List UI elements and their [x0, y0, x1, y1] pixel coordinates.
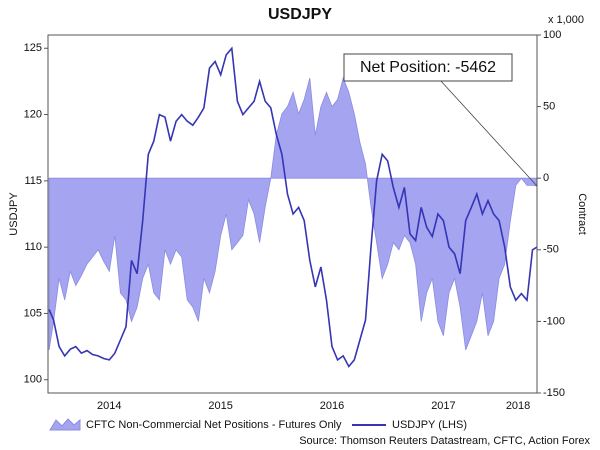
legend-swatch-area	[49, 418, 81, 431]
chart-title: USDJPY	[268, 6, 332, 23]
y2-tick-label: 50	[543, 101, 555, 113]
area	[48, 76, 538, 351]
y-tick-label: 115	[24, 175, 42, 187]
y2-tick-label: -50	[543, 244, 559, 256]
plot-frame	[47, 34, 538, 394]
y2-tick-label: -100	[543, 315, 565, 327]
legend-label: USDJPY (LHS)	[392, 419, 467, 431]
source: Source: Thomson Reuters Datastream, CFTC…	[299, 435, 590, 447]
y2-tick-label: 0	[543, 172, 549, 184]
legend-label: CFTC Non-Commercial Net Positions - Futu…	[86, 419, 342, 431]
y2-unit: x 1,000	[548, 14, 584, 26]
y2-tick-label: -150	[543, 387, 565, 399]
line	[48, 46, 538, 368]
y-tick-label: 105	[24, 307, 42, 319]
x-tick-label: 2015	[208, 400, 232, 412]
y-tick-label: 125	[24, 42, 42, 54]
x-tick-label: 2016	[320, 400, 344, 412]
x-tick-label: 2014	[97, 400, 121, 412]
y2-axis-label: Contract	[576, 193, 588, 235]
y-axis-label: USDJPY	[8, 192, 20, 236]
y-tick-label: 100	[24, 374, 42, 386]
x-tick-label: 2017	[431, 400, 455, 412]
annotation-box	[343, 53, 513, 82]
x-tick-label: 2018	[506, 400, 530, 412]
annotation: Net Position: -5462	[360, 59, 496, 76]
y2-tick-label: 100	[543, 29, 561, 41]
y-tick-label: 110	[24, 241, 42, 253]
annotation-leader	[439, 79, 538, 187]
y-tick-label: 120	[24, 108, 42, 120]
